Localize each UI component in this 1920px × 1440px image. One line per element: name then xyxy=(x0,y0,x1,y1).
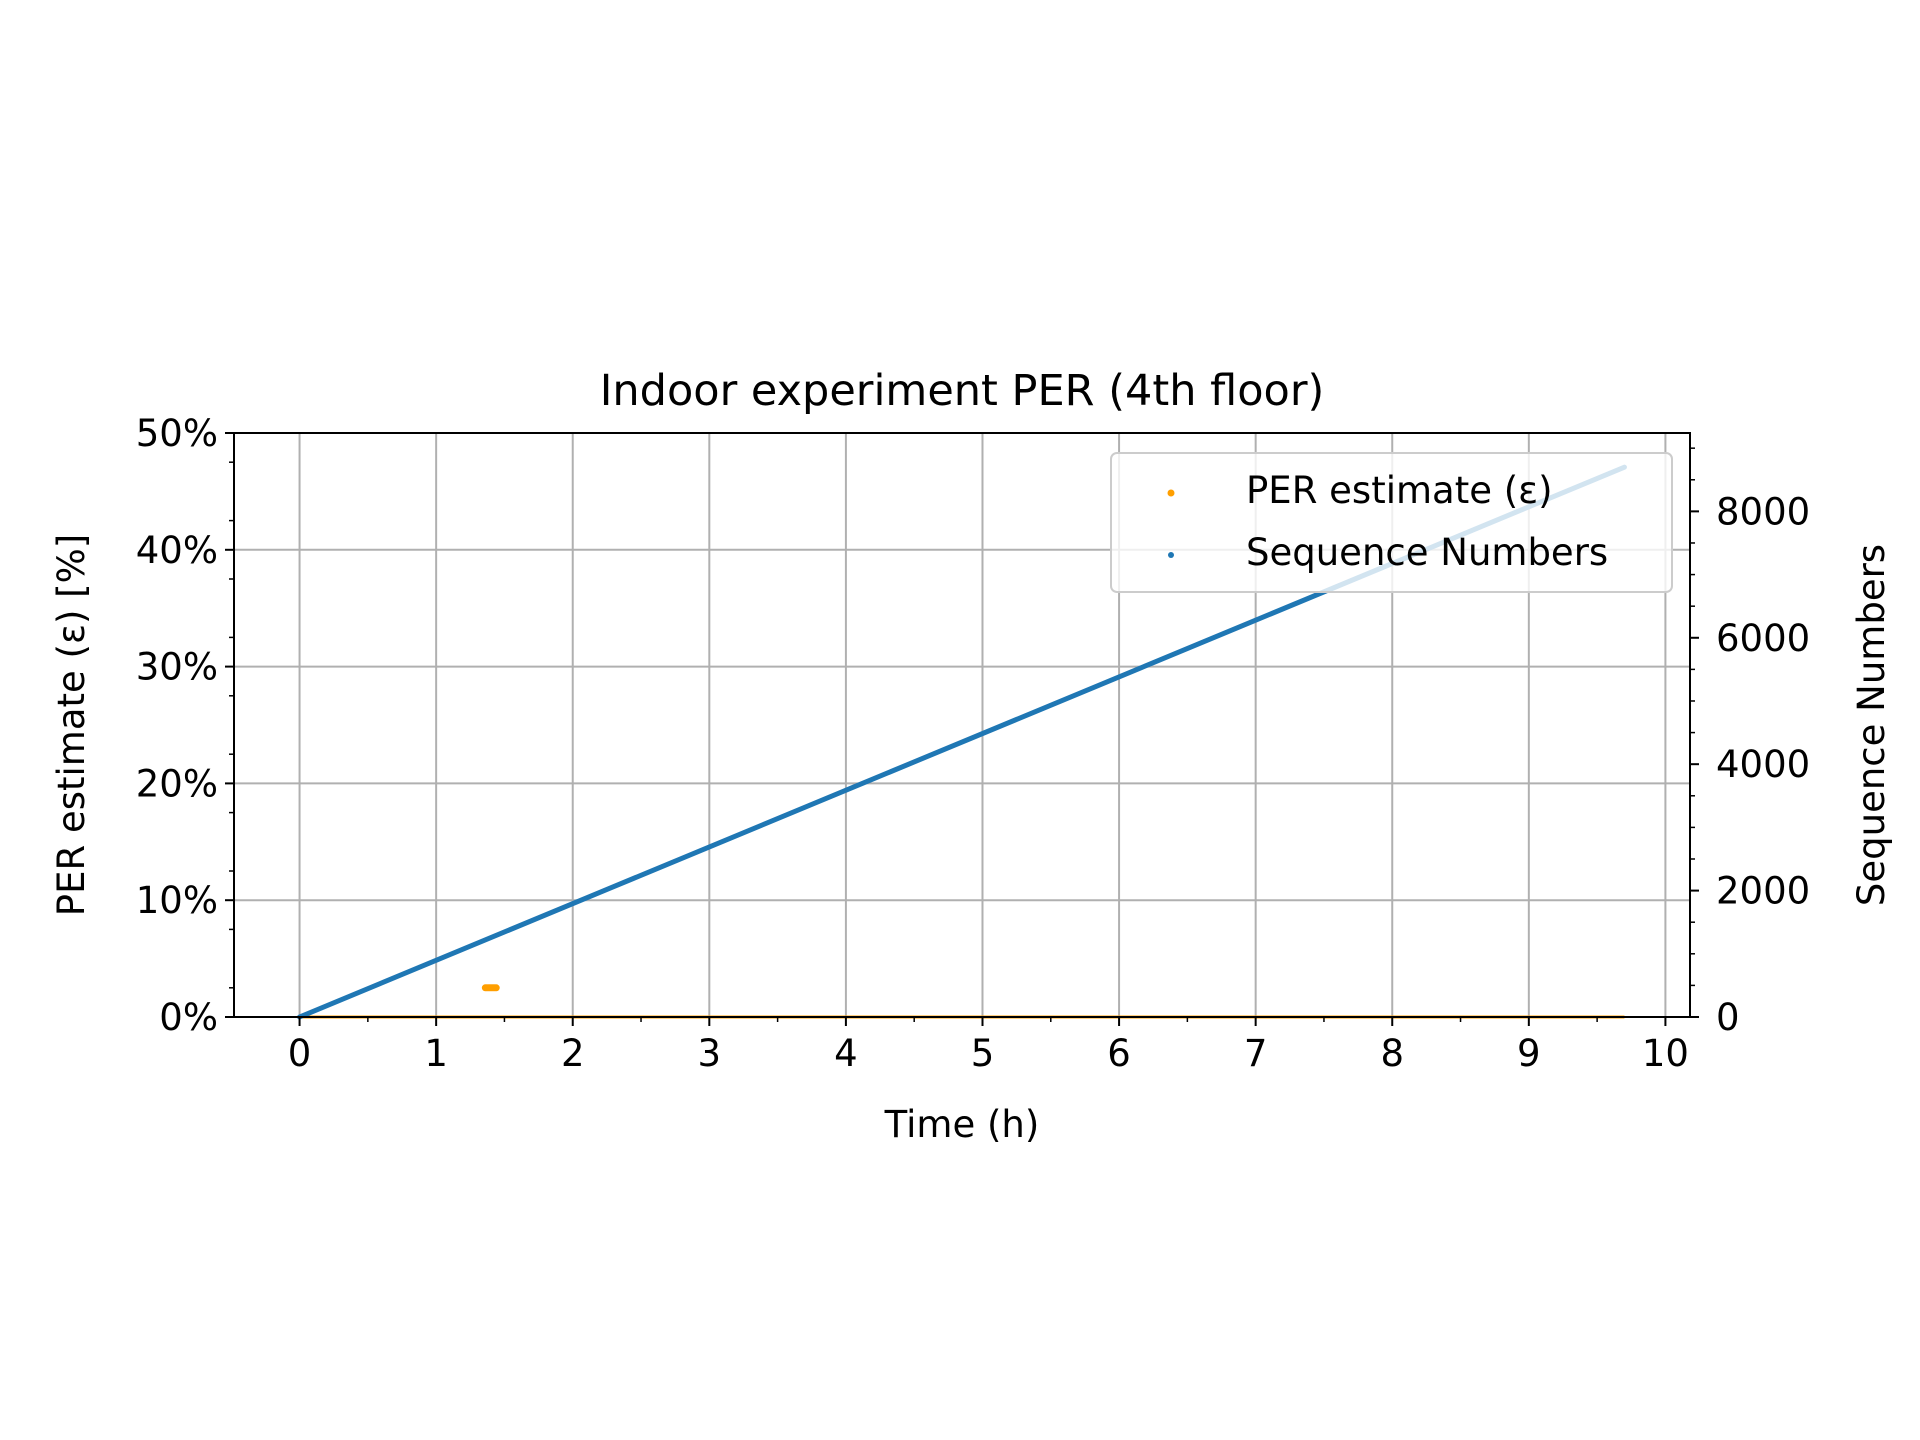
y-right-tick-label: 8000 xyxy=(1716,490,1810,533)
x-tick-label: 9 xyxy=(1517,1032,1541,1075)
y-left-axis-label: PER estimate (ε) [%] xyxy=(50,534,93,916)
y-right-tick-label: 0 xyxy=(1716,996,1740,1039)
x-tick-label: 3 xyxy=(698,1032,722,1075)
per-point xyxy=(492,984,500,992)
ticks-layer: 0 1 2 3 4 5 6 7 8 9 10 0% 10% 20% 30% 40% 50% 0 2000 4000 60… xyxy=(136,412,1810,1075)
legend-box xyxy=(1110,452,1673,593)
legend-label-seq: Sequence Numbers xyxy=(1246,531,1608,574)
y-right-tick-label: 4000 xyxy=(1716,743,1810,786)
x-tick-label: 10 xyxy=(1642,1032,1689,1075)
legend-marker-seq xyxy=(1168,552,1174,558)
x-tick-label: 2 xyxy=(561,1032,585,1075)
legend-marker-per xyxy=(1167,489,1175,497)
x-tick-label: 6 xyxy=(1107,1032,1131,1075)
y-left-tick-label: 40% xyxy=(136,529,218,572)
y-right-axis-label: Sequence Numbers xyxy=(1850,544,1893,906)
x-tick-label: 1 xyxy=(424,1032,448,1075)
y-left-tick-label: 10% xyxy=(136,879,218,922)
chart-title: Indoor experiment PER (4th floor) xyxy=(600,366,1325,416)
y-left-tick-label: 0% xyxy=(159,996,218,1039)
y-right-tick-label: 6000 xyxy=(1716,617,1810,660)
x-tick-label: 7 xyxy=(1244,1032,1268,1075)
legend-label-per: PER estimate (ε) xyxy=(1246,469,1553,512)
y-left-tick-label: 30% xyxy=(136,646,218,689)
x-tick-label: 5 xyxy=(971,1032,995,1075)
legend: PER estimate (ε) Sequence Numbers xyxy=(1110,452,1673,593)
x-tick-label: 8 xyxy=(1380,1032,1404,1075)
y-left-tick-label: 20% xyxy=(136,762,218,805)
y-right-tick-label: 2000 xyxy=(1716,870,1810,913)
x-axis-label: Time (h) xyxy=(884,1103,1040,1146)
x-tick-label: 4 xyxy=(834,1032,858,1075)
x-tick-label: 0 xyxy=(288,1032,312,1075)
y-left-tick-label: 50% xyxy=(136,412,218,455)
